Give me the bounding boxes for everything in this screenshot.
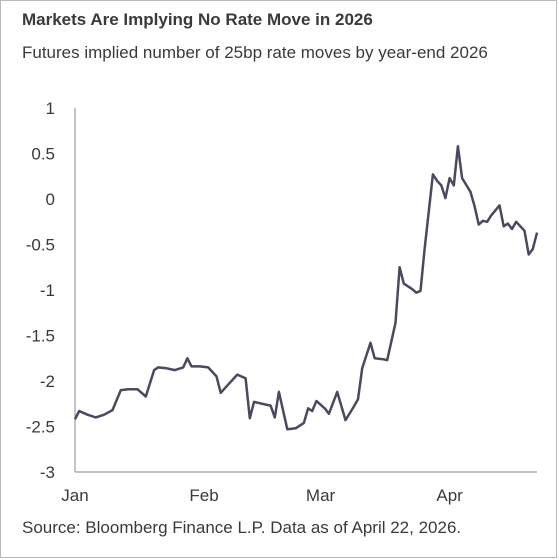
- y-tick-label: -1.5: [26, 327, 55, 346]
- series-line: [73, 144, 539, 431]
- y-tick-label: 0: [46, 190, 55, 209]
- chart-title: Markets Are Implying No Rate Move in 202…: [22, 10, 373, 29]
- y-tick-label: -1: [40, 281, 55, 300]
- y-tick-label: 1: [46, 99, 55, 118]
- y-tick-label: 0.5: [31, 145, 55, 164]
- source-note: Source: Bloomberg Finance L.P. Data as o…: [22, 518, 462, 537]
- x-tick-label: Feb: [189, 486, 218, 505]
- y-tick-label: -3: [40, 463, 55, 482]
- chart-subtitle: Futures implied number of 25bp rate move…: [22, 43, 488, 62]
- x-tick-label: Jan: [61, 486, 88, 505]
- y-tick-label: -0.5: [26, 236, 55, 255]
- x-tick-labels: Jan Feb Mar Apr: [61, 486, 463, 505]
- x-tick-label: Apr: [436, 486, 463, 505]
- x-tick-label: Mar: [306, 486, 336, 505]
- y-tick-labels: 1 0.5 0 -0.5 -1 -1.5 -2 -2.5 -3: [26, 99, 55, 482]
- y-tick-label: -2.5: [26, 418, 55, 437]
- y-tick-label: -2: [40, 372, 55, 391]
